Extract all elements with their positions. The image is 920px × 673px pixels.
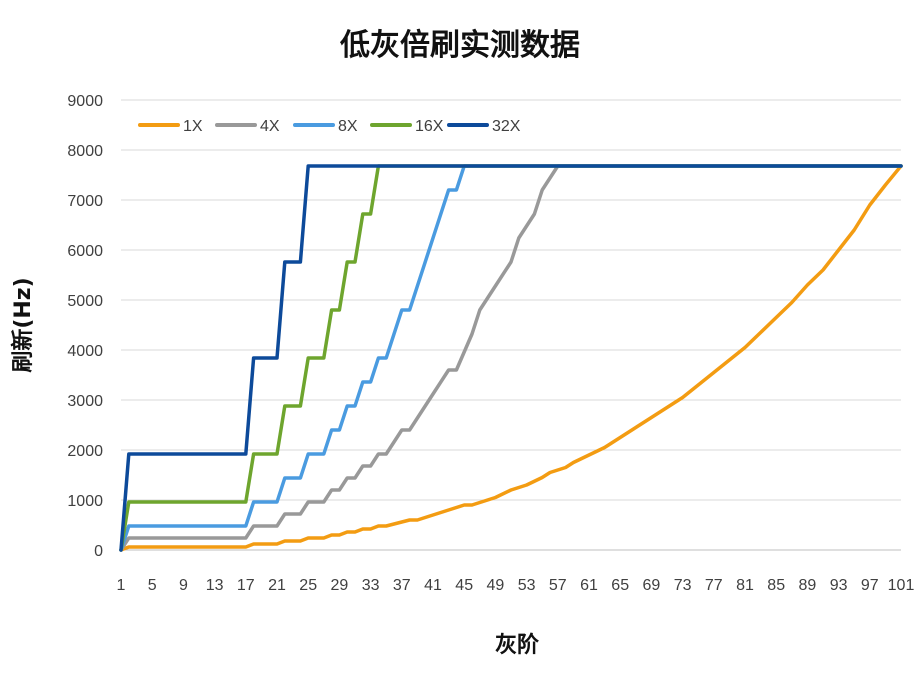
y-tick-label: 9000 (67, 93, 103, 110)
x-tick-label: 49 (487, 577, 505, 594)
x-tick-label: 41 (424, 577, 442, 594)
y-tick-label: 0 (94, 543, 103, 560)
y-axis-ticks: 0 1000 2000 3000 4000 5000 6000 7000 8000 9000 (67, 93, 103, 560)
legend-label: 32X (492, 118, 521, 135)
x-tick-label: 77 (705, 577, 723, 594)
y-tick-label: 5000 (67, 293, 103, 310)
legend-label: 8X (338, 118, 358, 135)
x-tick-label: 101 (888, 577, 915, 594)
legend: 1X 4X 8X 16X 32X (138, 118, 521, 135)
x-axis-title: 灰阶 (495, 632, 540, 658)
y-tick-label: 4000 (67, 343, 103, 360)
series-line-16x (119, 164, 903, 552)
x-tick-label: 73 (674, 577, 692, 594)
legend-label: 1X (183, 118, 203, 135)
x-tick-label: 89 (799, 577, 817, 594)
series-line-4x (119, 164, 903, 552)
x-tick-label: 57 (549, 577, 567, 594)
y-tick-label: 6000 (67, 243, 103, 260)
x-tick-label: 93 (830, 577, 848, 594)
series-lines (119, 164, 903, 552)
x-tick-label: 61 (580, 577, 598, 594)
x-tick-label: 53 (518, 577, 536, 594)
x-tick-label: 21 (268, 577, 286, 594)
y-axis-title: 刷新(Hz) (10, 277, 36, 372)
y-tick-label: 8000 (67, 143, 103, 160)
x-tick-label: 5 (148, 577, 157, 594)
x-tick-label: 37 (393, 577, 411, 594)
legend-label: 4X (260, 118, 280, 135)
y-tick-label: 1000 (67, 493, 103, 510)
series-line-32x (119, 164, 903, 552)
series-line-8x (119, 164, 903, 552)
x-tick-label: 45 (455, 577, 473, 594)
y-tick-label: 3000 (67, 393, 103, 410)
x-tick-label: 81 (736, 577, 754, 594)
x-tick-label: 97 (861, 577, 879, 594)
x-tick-label: 69 (643, 577, 661, 594)
x-tick-label: 85 (767, 577, 785, 594)
x-tick-label: 1 (117, 577, 126, 594)
series-line-1x (119, 164, 903, 552)
x-axis-ticks: 1 5 9 13 17 21 25 29 33 37 41 45 49 53 57 61 65 69 73 77 81 8… (117, 577, 915, 594)
x-tick-label: 33 (362, 577, 380, 594)
y-tick-label: 7000 (67, 193, 103, 210)
chart-title: 低灰倍刷实测数据 (339, 28, 580, 63)
x-tick-label: 25 (299, 577, 317, 594)
y-tick-label: 2000 (67, 443, 103, 460)
x-tick-label: 13 (206, 577, 224, 594)
x-tick-label: 29 (331, 577, 349, 594)
legend-label: 16X (415, 118, 444, 135)
x-tick-label: 9 (179, 577, 188, 594)
x-tick-label: 17 (237, 577, 255, 594)
x-tick-label: 65 (611, 577, 629, 594)
